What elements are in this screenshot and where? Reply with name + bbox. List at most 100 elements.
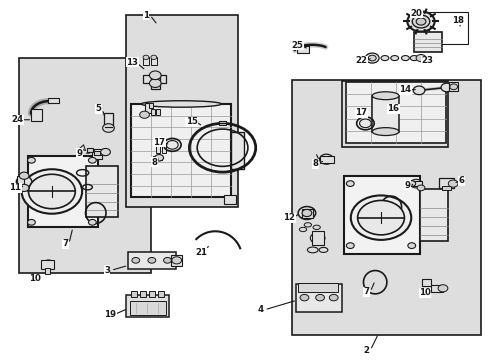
Circle shape (416, 185, 424, 191)
Bar (295, 284, 341, 312)
Text: 2: 2 (363, 346, 368, 355)
Circle shape (88, 220, 96, 225)
Bar (419, 189, 447, 241)
Bar (144, 103, 152, 113)
Bar (149, 291, 155, 297)
Bar (126, 295, 169, 317)
Circle shape (319, 154, 332, 164)
Text: 7: 7 (62, 239, 68, 248)
Bar (441, 186, 450, 190)
Ellipse shape (380, 55, 388, 60)
Circle shape (346, 243, 353, 248)
Circle shape (449, 84, 457, 90)
Circle shape (155, 154, 163, 161)
Circle shape (367, 55, 375, 61)
Ellipse shape (371, 128, 398, 135)
Circle shape (149, 79, 161, 87)
Bar (302, 209, 312, 218)
Circle shape (42, 260, 54, 269)
Text: 7: 7 (363, 287, 369, 296)
Bar (143, 75, 166, 83)
Text: 16: 16 (386, 104, 398, 113)
Circle shape (346, 181, 353, 186)
Bar (297, 46, 309, 53)
Circle shape (437, 285, 447, 292)
Text: 10: 10 (29, 274, 41, 283)
Bar (171, 255, 182, 266)
Bar (218, 121, 226, 126)
Bar (311, 231, 324, 245)
Bar (422, 279, 430, 286)
Bar (48, 98, 59, 103)
Circle shape (407, 12, 434, 32)
Bar (19, 58, 151, 273)
Bar (17, 176, 24, 188)
Text: 11: 11 (9, 183, 21, 192)
Circle shape (101, 148, 110, 156)
Bar (344, 176, 419, 253)
Circle shape (409, 179, 421, 188)
Ellipse shape (401, 55, 408, 60)
Bar (94, 150, 100, 155)
Bar (409, 181, 421, 186)
Circle shape (132, 257, 140, 263)
Circle shape (300, 294, 308, 301)
Bar (143, 57, 149, 65)
Text: 19: 19 (104, 310, 116, 319)
Bar (153, 156, 161, 160)
Text: 8: 8 (151, 158, 158, 167)
Bar (156, 109, 159, 116)
Bar (86, 166, 118, 217)
Ellipse shape (299, 227, 306, 231)
Circle shape (359, 119, 370, 128)
Bar (292, 80, 481, 335)
Text: 18: 18 (451, 16, 463, 25)
Circle shape (415, 54, 425, 62)
Bar (345, 82, 445, 143)
Bar (320, 156, 333, 163)
Circle shape (415, 18, 425, 25)
Text: 17: 17 (355, 108, 367, 117)
Circle shape (407, 181, 415, 186)
Text: 4: 4 (257, 305, 263, 314)
Circle shape (28, 174, 75, 209)
Text: 3: 3 (104, 266, 110, 275)
Bar (128, 252, 176, 269)
Text: 21: 21 (195, 248, 207, 257)
Circle shape (357, 201, 404, 235)
Bar (428, 12, 467, 44)
Bar (27, 156, 98, 227)
Bar (158, 291, 163, 297)
Bar (151, 109, 155, 116)
Polygon shape (80, 145, 85, 150)
Bar (413, 32, 442, 51)
Circle shape (163, 257, 171, 263)
Bar (151, 57, 157, 65)
Text: 9: 9 (404, 181, 410, 190)
Bar (156, 146, 159, 153)
Circle shape (102, 124, 114, 132)
Bar (448, 82, 457, 91)
Text: 22: 22 (355, 57, 367, 66)
Circle shape (171, 257, 181, 264)
Circle shape (412, 86, 424, 95)
Circle shape (19, 172, 29, 179)
Ellipse shape (409, 55, 417, 60)
Ellipse shape (141, 101, 221, 107)
Circle shape (350, 195, 410, 240)
Ellipse shape (312, 225, 320, 229)
Text: 8: 8 (311, 159, 318, 168)
Text: 20: 20 (409, 9, 421, 18)
Bar (41, 260, 54, 269)
Text: 13: 13 (126, 58, 138, 67)
Bar (140, 291, 146, 297)
Circle shape (411, 15, 429, 28)
Bar (104, 113, 113, 127)
Text: 6: 6 (458, 176, 464, 185)
Bar (126, 15, 237, 207)
Circle shape (27, 220, 35, 225)
Circle shape (166, 140, 178, 149)
Bar (298, 283, 337, 292)
Text: 17: 17 (153, 138, 165, 147)
Circle shape (365, 53, 378, 63)
